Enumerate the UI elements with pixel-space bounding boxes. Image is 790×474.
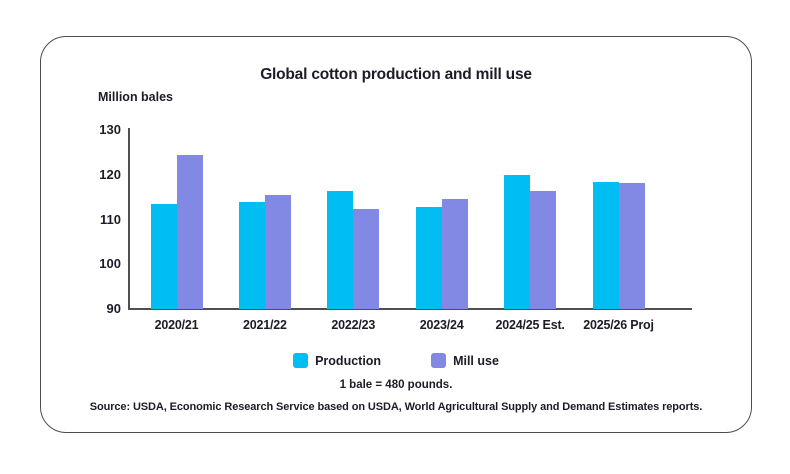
footnote: 1 bale = 480 pounds. — [339, 379, 453, 391]
bar-mill-use — [264, 194, 291, 309]
legend-item-production: Production — [293, 353, 381, 368]
legend-swatch-icon — [293, 353, 309, 368]
legend: Production Mill use — [41, 353, 751, 368]
y-axis-tick-label: 120 — [99, 166, 121, 182]
x-axis-tick-label: 2024/25 Est. — [495, 318, 565, 332]
legend-label: Production — [315, 353, 382, 368]
legend-item-mill-use: Mill use — [431, 353, 499, 368]
bar-mill-use — [530, 190, 557, 309]
y-axis-line — [128, 128, 130, 310]
legend-label: Mill use — [453, 353, 499, 368]
chart-title: Global cotton production and mill use — [260, 66, 532, 83]
bar-production — [327, 190, 354, 309]
bar-mill-use — [176, 154, 203, 309]
y-axis-unit-label: Million bales — [98, 90, 174, 104]
x-axis-tick-label: 2023/24 — [419, 318, 464, 332]
bar-production — [504, 175, 531, 309]
y-axis-tick-label: 110 — [100, 211, 121, 227]
x-axis-line — [128, 308, 692, 310]
bar-mill-use — [353, 209, 380, 309]
chart-card: Global cotton production and mill use Mi… — [40, 36, 752, 433]
y-axis-tick-label: 90 — [106, 301, 121, 316]
x-axis-tick-label: 2025/26 Proj — [583, 318, 654, 332]
bar-production — [415, 206, 442, 309]
bar-production — [150, 204, 177, 309]
source-text: Source: USDA, Economic Research Service … — [89, 401, 703, 413]
bar-production — [592, 181, 619, 309]
x-axis-tick-label: 2020/21 — [154, 318, 199, 332]
bar-mill-use — [618, 182, 645, 309]
bar-production — [238, 201, 265, 309]
bar-mill-use — [441, 198, 468, 309]
legend-swatch-icon — [431, 353, 447, 368]
y-axis-tick-label: 100 — [99, 256, 121, 272]
y-axis-tick-label: 130 — [99, 122, 121, 137]
x-axis-tick-label: 2021/22 — [242, 318, 287, 332]
x-axis-tick-label: 2022/23 — [331, 318, 376, 332]
